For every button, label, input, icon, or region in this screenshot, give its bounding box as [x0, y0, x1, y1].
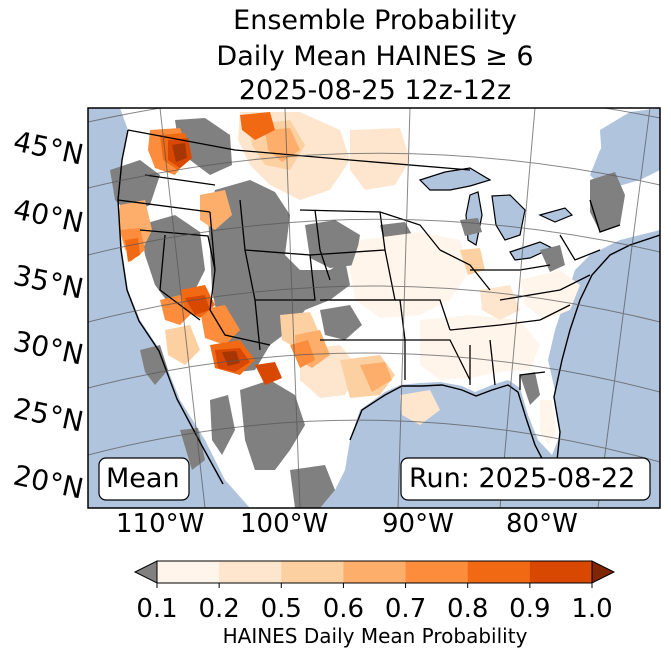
lon-label-90: 90°W [382, 509, 454, 539]
atlantic-ocean [554, 235, 660, 508]
colorbar-frame [156, 560, 593, 584]
lat-label-40: 40°N [11, 193, 87, 240]
pacific-ocean [88, 108, 245, 508]
map-frame [87, 107, 661, 509]
lon-label-110: 110°W [116, 509, 204, 539]
graticule [88, 108, 660, 508]
latitude-labels: 45°N 40°N 35°N 30°N 25°N 20°N [11, 125, 87, 506]
probability-field [110, 112, 625, 508]
lon-label-100: 100°W [240, 509, 328, 539]
coastline [117, 129, 660, 485]
colorbar-over-triangle [591, 560, 616, 584]
colorbar-under-triangle [133, 560, 158, 584]
colorbar-tick-label: 0.8 [447, 594, 488, 624]
colorbar-cell [281, 561, 344, 583]
mean-label: Mean [106, 463, 180, 494]
st-lawrence [600, 108, 660, 170]
run-label: Run: 2025-08-22 [409, 463, 635, 494]
colorbar: 0.1 0.2 0.5 0.6 0.7 0.8 0.9 1.0 [133, 560, 616, 624]
colorbar-tick-label: 0.9 [509, 594, 550, 624]
colorbar-cell [219, 561, 282, 583]
longitude-labels: 110°W 100°W 90°W 80°W [116, 509, 578, 539]
colorbar-cell [467, 561, 531, 583]
colorbar-tick-label: 1.0 [571, 594, 612, 624]
map-title-line-1: Ensemble Probability [233, 5, 517, 36]
lat-label-30: 30°N [11, 325, 87, 372]
lat-label-45: 45°N [11, 125, 87, 172]
colorbar-cell [343, 561, 407, 583]
colorbar-cell [529, 561, 593, 583]
lon-label-80: 80°W [506, 509, 578, 539]
colorbar-tick-label: 0.5 [261, 594, 302, 624]
colorbar-cell [405, 561, 469, 583]
lat-label-35: 35°N [11, 259, 87, 306]
mean-box: Mean [98, 457, 190, 501]
map-title-line-2: Daily Mean HAINES ≥ 6 [216, 41, 534, 72]
colorbar-cell [157, 561, 220, 583]
state-borders [117, 129, 621, 390]
map-title-line-3: 2025-08-25 12z-12z [238, 75, 512, 106]
colorbar-tick-label: 0.7 [385, 594, 426, 624]
colorbar-title: HAINES Daily Mean Probability [222, 624, 528, 648]
colorbar-tick-label: 0.2 [198, 594, 239, 624]
colorbar-tick-label: 0.1 [136, 594, 177, 624]
lat-label-20: 20°N [11, 459, 87, 506]
lat-label-25: 25°N [11, 392, 87, 439]
colorbar-tick-label: 0.6 [323, 594, 364, 624]
run-box: Run: 2025-08-22 [400, 457, 651, 501]
